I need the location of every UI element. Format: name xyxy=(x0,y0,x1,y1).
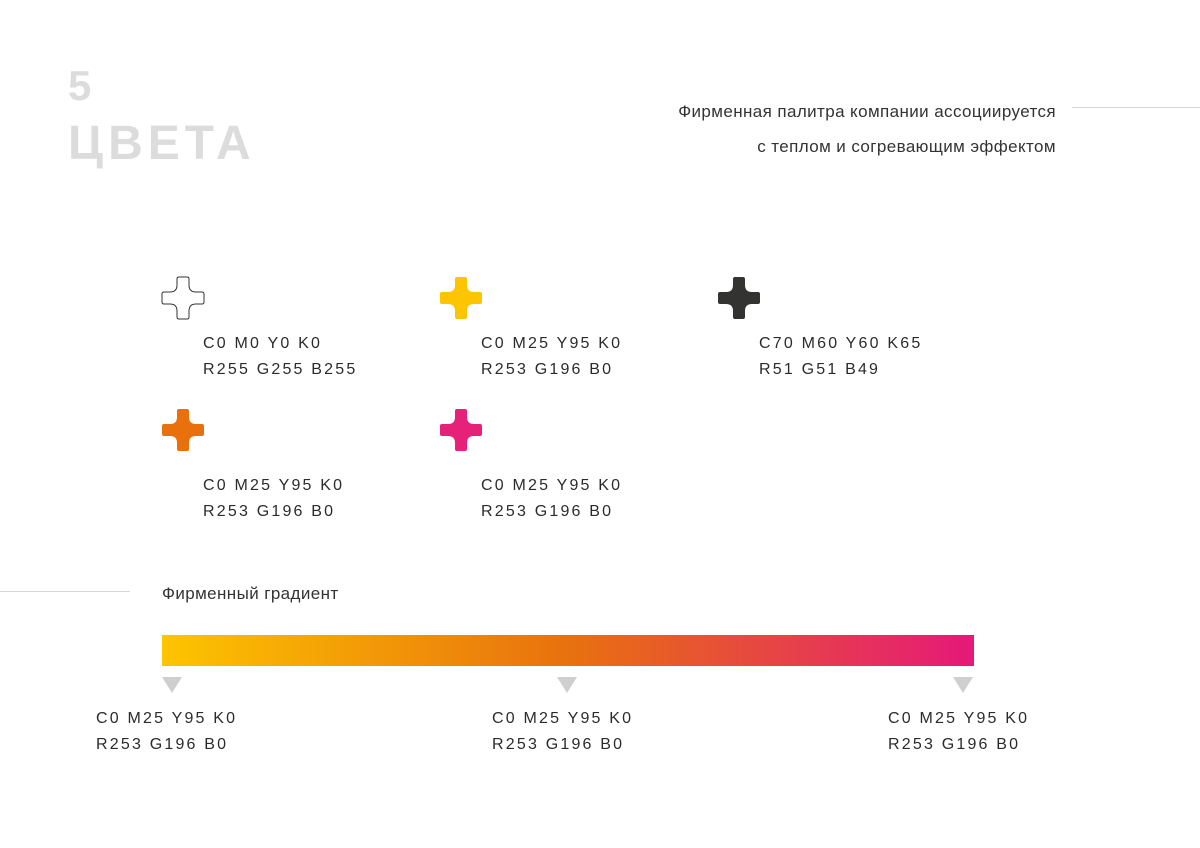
gradient-stop-marker-icon xyxy=(162,677,182,693)
gradient-stop-end-codes: C0 M25 Y95 K0 R253 G196 B0 xyxy=(888,706,1029,758)
cmyk-value: C70 M60 Y60 K65 xyxy=(759,335,923,352)
swatch-white-icon xyxy=(161,276,205,320)
gradient-label: Фирменный градиент xyxy=(162,584,339,603)
cmyk-value: C0 M25 Y95 K0 xyxy=(481,477,623,494)
rgb-value: R253 G196 B0 xyxy=(481,361,614,378)
intro-divider xyxy=(1072,107,1200,108)
swatch-dark-icon xyxy=(717,276,761,320)
rgb-value: R255 G255 B255 xyxy=(203,361,358,378)
intro-line-2: с теплом и согревающим эффектом xyxy=(757,137,1056,156)
cmyk-value: C0 M25 Y95 K0 xyxy=(492,710,634,727)
swatch-orange-icon xyxy=(161,408,205,452)
swatch-dark-codes: C70 M60 Y60 K65 R51 G51 B49 xyxy=(759,331,922,383)
rgb-value: R253 G196 B0 xyxy=(481,503,614,520)
rgb-value: R253 G196 B0 xyxy=(492,736,625,753)
swatch-orange-codes: C0 M25 Y95 K0 R253 G196 B0 xyxy=(203,473,344,525)
cmyk-value: C0 M25 Y95 K0 xyxy=(96,710,238,727)
gradient-stop-marker-icon xyxy=(557,677,577,693)
gradient-stop-marker-icon xyxy=(953,677,973,693)
cmyk-value: C0 M25 Y95 K0 xyxy=(888,710,1030,727)
rgb-value: R253 G196 B0 xyxy=(96,736,229,753)
gradient-stop-middle-codes: C0 M25 Y95 K0 R253 G196 B0 xyxy=(492,706,633,758)
rgb-value: R253 G196 B0 xyxy=(888,736,1021,753)
gradient-divider xyxy=(0,591,130,592)
rgb-value: R51 G51 B49 xyxy=(759,361,881,378)
cmyk-value: C0 M25 Y95 K0 xyxy=(203,477,345,494)
swatch-pink-icon xyxy=(439,408,483,452)
swatch-yellow-codes: C0 M25 Y95 K0 R253 G196 B0 xyxy=(481,331,622,383)
section-number: 5 xyxy=(68,62,94,109)
brand-gradient-bar xyxy=(162,635,974,666)
section-title: ЦВЕТА xyxy=(68,117,256,170)
intro-text: Фирменная палитра компании ассоциируется… xyxy=(678,94,1056,164)
cmyk-value: C0 M0 Y0 K0 xyxy=(203,335,323,352)
rgb-value: R253 G196 B0 xyxy=(203,503,336,520)
cmyk-value: C0 M25 Y95 K0 xyxy=(481,335,623,352)
intro-line-1: Фирменная палитра компании ассоциируется xyxy=(678,102,1056,121)
swatch-yellow-icon xyxy=(439,276,483,320)
gradient-stop-start-codes: C0 M25 Y95 K0 R253 G196 B0 xyxy=(96,706,237,758)
swatch-white-codes: C0 M0 Y0 K0 R255 G255 B255 xyxy=(203,331,357,383)
swatch-pink-codes: C0 M25 Y95 K0 R253 G196 B0 xyxy=(481,473,622,525)
